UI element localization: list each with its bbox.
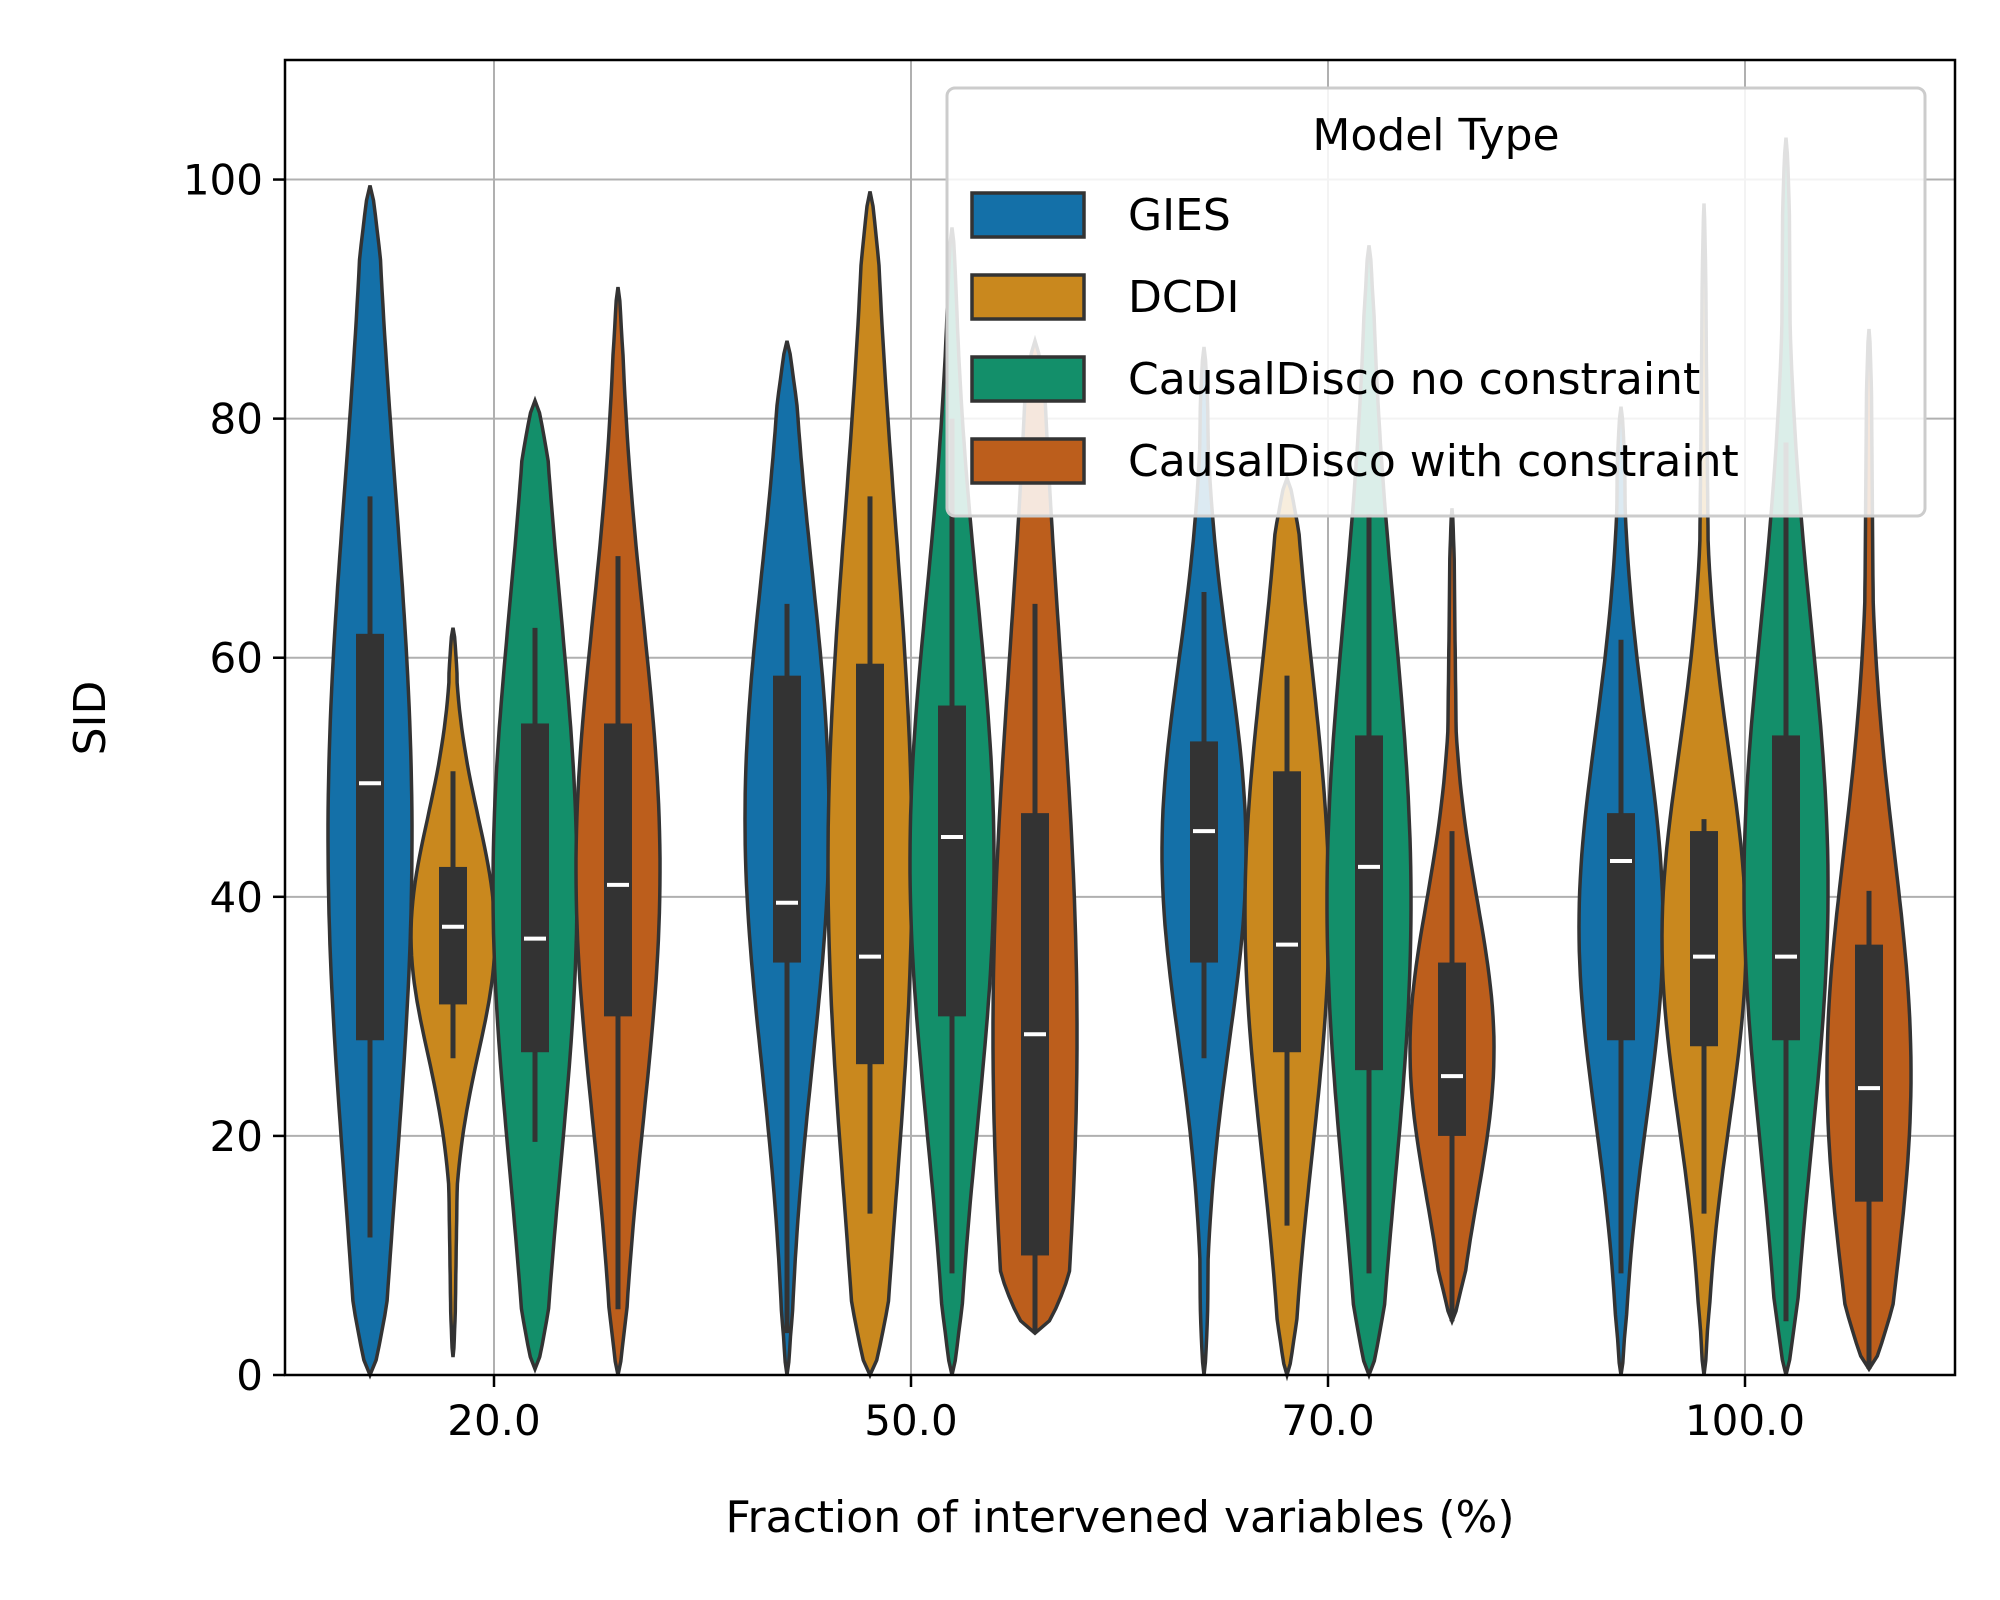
violin-iqr-box [1772,735,1800,1041]
x-axis: 20.0 50.0 70.0 100.0 [447,1375,1805,1445]
legend: Model Type GIES DCDI CausalDisco no constr… [945,86,1927,518]
violin-iqr-box [521,723,549,1053]
violin-iqr-box [1690,831,1718,1047]
x-tick-label: 50.0 [864,1396,958,1445]
legend-label: CausalDisco no constraint [1128,354,1700,405]
y-tick-label: 100 [183,156,263,205]
violin-iqr-box [1273,771,1301,1053]
violin-iqr-box [1438,962,1466,1136]
legend-label: DCDI [1128,272,1239,323]
violin-iqr-box [439,866,467,1005]
y-axis-title: SID [65,681,116,756]
violin-iqr-box [1855,944,1883,1202]
legend-label: CausalDisco with constraint [1128,436,1739,487]
violin-iqr-box [938,705,966,1017]
y-axis: 0 20 40 60 80 100 [183,156,285,1400]
y-tick-label: 80 [210,395,263,444]
legend-swatch [970,355,1086,403]
plot-frame [283,58,1957,1377]
violin-iqr-box [856,663,884,1065]
legend-entries: GIES DCDI CausalDisco no constraint CausalD… [970,190,1739,487]
x-tick-label: 100.0 [1685,1396,1805,1445]
legend-title: Model Type [1312,110,1559,161]
x-axis-title: Fraction of intervened variables (%) [725,1492,1514,1543]
x-tick-label: 20.0 [447,1396,541,1445]
inner-boxes [356,418,1883,1370]
x-tick-label: 70.0 [1281,1396,1375,1445]
violin-iqr-box [356,633,384,1041]
legend-swatch [970,191,1086,239]
y-tick-label: 20 [210,1112,263,1161]
violins [326,137,1913,1382]
legend-swatch [970,273,1086,321]
legend-swatch [970,437,1086,485]
legend-label: GIES [1128,190,1231,241]
y-tick-label: 60 [210,634,263,683]
violin-iqr-box [773,675,801,963]
violin-iqr-box [1190,741,1218,963]
violin-iqr-box [604,723,632,1017]
violin-iqr-box [1607,813,1635,1041]
y-tick-label: 0 [236,1351,263,1400]
legend-frame [945,86,1927,518]
y-tick-label: 40 [210,873,263,922]
violin-iqr-box [1355,735,1383,1071]
